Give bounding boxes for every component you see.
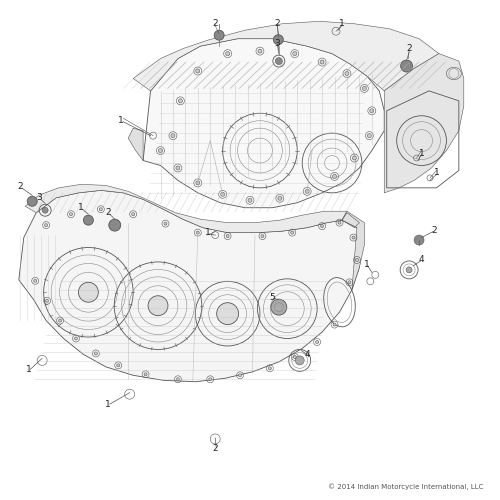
Circle shape: [164, 222, 167, 225]
Text: 1: 1: [364, 260, 370, 270]
Circle shape: [295, 356, 304, 365]
Circle shape: [208, 378, 212, 381]
Circle shape: [261, 234, 264, 238]
Circle shape: [144, 373, 147, 376]
Circle shape: [196, 69, 200, 73]
Text: 3: 3: [274, 39, 280, 48]
Text: 4: 4: [418, 256, 424, 264]
Text: 3: 3: [36, 194, 42, 202]
Circle shape: [238, 374, 242, 377]
Text: 1: 1: [78, 203, 84, 212]
Circle shape: [305, 190, 309, 194]
Polygon shape: [342, 211, 364, 290]
Circle shape: [148, 296, 168, 316]
Circle shape: [278, 196, 282, 200]
Text: 2: 2: [431, 226, 437, 234]
Circle shape: [216, 302, 238, 324]
Circle shape: [400, 60, 412, 72]
Circle shape: [58, 319, 61, 322]
Circle shape: [414, 235, 424, 245]
Text: © 2014 Indian Motorcycle International, LLC: © 2014 Indian Motorcycle International, …: [328, 483, 484, 490]
Text: 2: 2: [212, 20, 218, 28]
Polygon shape: [26, 184, 347, 232]
Text: 2: 2: [18, 182, 23, 191]
Circle shape: [78, 282, 98, 302]
Polygon shape: [128, 128, 143, 160]
Polygon shape: [133, 22, 439, 91]
Circle shape: [44, 224, 48, 226]
Circle shape: [345, 72, 349, 76]
Text: 2: 2: [406, 44, 412, 53]
Circle shape: [94, 352, 98, 355]
Circle shape: [320, 224, 324, 228]
Circle shape: [214, 30, 224, 40]
Circle shape: [46, 299, 48, 302]
Circle shape: [70, 212, 72, 216]
Polygon shape: [143, 38, 384, 207]
Text: 5: 5: [270, 292, 276, 302]
Text: 2: 2: [106, 208, 111, 217]
Text: 1: 1: [205, 228, 210, 237]
Circle shape: [276, 58, 282, 64]
Circle shape: [368, 134, 372, 138]
Circle shape: [176, 166, 180, 170]
Circle shape: [42, 207, 48, 213]
Circle shape: [84, 215, 94, 225]
Text: 1: 1: [418, 148, 424, 158]
Circle shape: [220, 192, 224, 196]
Circle shape: [27, 196, 37, 206]
Circle shape: [226, 234, 229, 238]
Circle shape: [352, 236, 355, 239]
Circle shape: [320, 60, 324, 64]
Circle shape: [176, 378, 180, 381]
Circle shape: [370, 109, 374, 113]
Polygon shape: [384, 54, 464, 193]
Circle shape: [362, 86, 366, 90]
Polygon shape: [19, 190, 362, 382]
Circle shape: [406, 267, 412, 273]
Circle shape: [274, 34, 283, 44]
Circle shape: [348, 281, 351, 284]
Circle shape: [316, 340, 318, 344]
Circle shape: [100, 208, 102, 210]
Circle shape: [178, 99, 182, 103]
Circle shape: [356, 258, 358, 262]
Circle shape: [248, 198, 252, 202]
Circle shape: [268, 367, 272, 370]
Circle shape: [338, 221, 341, 224]
Circle shape: [158, 148, 162, 152]
Circle shape: [171, 134, 175, 138]
Circle shape: [34, 280, 36, 282]
Circle shape: [332, 174, 336, 178]
Text: 1: 1: [434, 168, 440, 177]
Circle shape: [352, 156, 356, 160]
Circle shape: [291, 231, 294, 234]
Circle shape: [271, 299, 287, 315]
Circle shape: [294, 356, 296, 358]
Text: 1: 1: [26, 365, 32, 374]
Circle shape: [196, 181, 200, 185]
Text: 1: 1: [118, 116, 124, 125]
Circle shape: [226, 52, 230, 56]
Text: 2: 2: [212, 444, 218, 454]
Circle shape: [333, 323, 336, 326]
Circle shape: [74, 337, 78, 340]
Circle shape: [132, 212, 134, 216]
Circle shape: [116, 364, 119, 367]
Circle shape: [109, 219, 120, 231]
Circle shape: [196, 231, 200, 234]
Text: 1: 1: [106, 400, 111, 408]
Circle shape: [293, 52, 296, 56]
Text: 2: 2: [274, 20, 280, 28]
Text: 4: 4: [304, 350, 310, 359]
Circle shape: [258, 49, 262, 53]
Text: 1: 1: [339, 20, 345, 28]
